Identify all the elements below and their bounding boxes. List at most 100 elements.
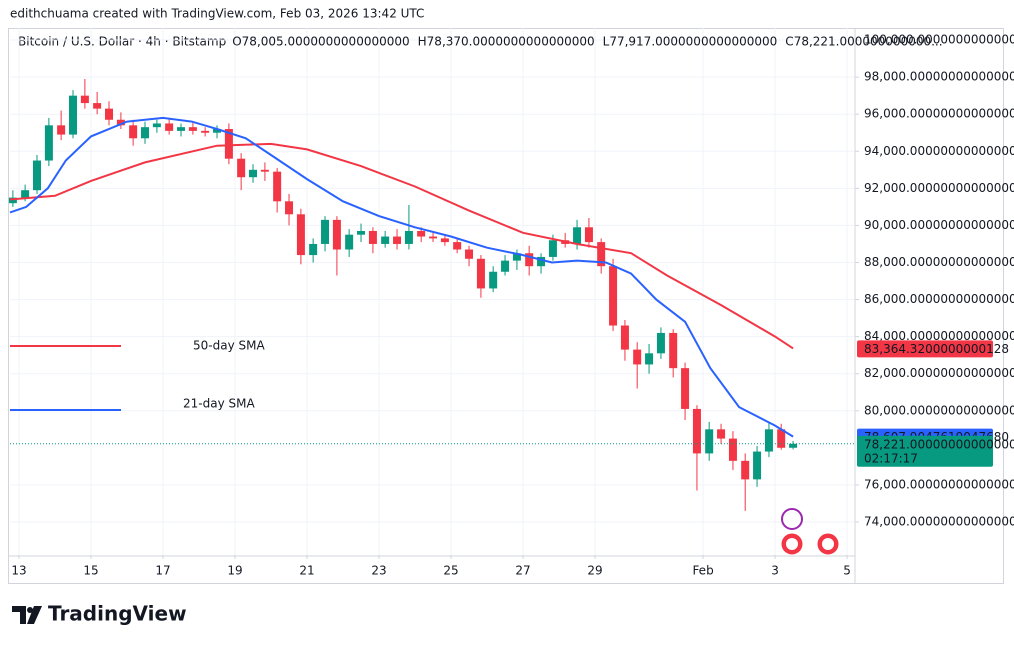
candle-body xyxy=(368,230,377,244)
y-tick-label: 80,000.0000000000000000 xyxy=(864,403,1014,417)
candle-body xyxy=(44,125,53,161)
y-tick-label: 74,000.0000000000000000 xyxy=(864,515,1014,529)
last-price-tag xyxy=(857,435,993,467)
candle-body xyxy=(476,258,485,289)
x-tick-label: 23 xyxy=(371,564,386,578)
ohlc-key: C xyxy=(785,35,793,49)
candle-body xyxy=(525,253,534,267)
candle-body xyxy=(789,443,798,448)
candle-body xyxy=(537,256,546,267)
x-tick-label: 25 xyxy=(443,564,458,578)
frame xyxy=(8,28,1004,584)
symbol-title: Bitcoin / U.S. Dollar · 4h · Bitstamp xyxy=(18,35,226,49)
ohlc-value: 77,917.0000000000000000 xyxy=(609,35,777,49)
candle-body xyxy=(321,219,330,244)
candle-body xyxy=(345,234,354,250)
candle-body xyxy=(728,438,737,461)
y-tick-label: 94,000.0000000000000000 xyxy=(864,144,1014,158)
candle-body xyxy=(597,242,606,267)
x-tick-label: 29 xyxy=(587,564,602,578)
candle-body xyxy=(249,169,258,178)
candle-body xyxy=(717,429,726,439)
candle-body xyxy=(237,158,246,178)
candle-body xyxy=(548,240,557,257)
candle-body xyxy=(21,190,30,198)
candle-body xyxy=(105,108,114,120)
candle-body xyxy=(33,160,42,191)
candle-body xyxy=(656,332,665,354)
y-tick-label: 76,000.0000000000000000 xyxy=(864,477,1014,491)
candle-body xyxy=(177,127,186,131)
candle-body xyxy=(357,230,366,235)
candle-body xyxy=(381,236,390,244)
candle-body xyxy=(584,227,593,243)
candle-body xyxy=(429,236,438,239)
candle-body xyxy=(69,95,78,135)
candle-body xyxy=(609,266,618,326)
ohlc-key: L xyxy=(603,35,610,49)
y-tick-label: 90,000.0000000000000000 xyxy=(864,218,1014,232)
legend-label: 21-day SMA xyxy=(183,397,255,411)
x-tick-label: Feb xyxy=(692,564,713,578)
candles xyxy=(8,78,798,511)
candle-body xyxy=(645,353,654,365)
grid xyxy=(10,28,855,555)
y-tick-label: 92,000.0000000000000000 xyxy=(864,181,1014,195)
y-tick-label: 98,000.0000000000000000 xyxy=(864,70,1014,84)
candle-body xyxy=(777,429,786,448)
candle-body xyxy=(753,451,762,480)
candle-body xyxy=(93,103,102,109)
ohlc-value: 78,221.000000000000... xyxy=(794,35,943,49)
candle-body xyxy=(273,171,282,202)
x-tick-label: 19 xyxy=(227,564,242,578)
ohlc-value: 78,370.0000000000000000 xyxy=(427,35,595,49)
credit: edithchuama created with TradingView.com… xyxy=(10,7,424,21)
candle-body xyxy=(573,227,582,244)
countdown: 02:17:17 xyxy=(864,451,918,465)
candle-body xyxy=(669,332,678,369)
y-tick-label: 84,000.0000000000000000 xyxy=(864,329,1014,343)
x-tick-label: 3 xyxy=(771,564,779,578)
ohlc-key: O xyxy=(232,35,241,49)
candle-body xyxy=(80,95,89,104)
candle-body xyxy=(633,349,642,365)
candle-body xyxy=(224,129,233,159)
candle-body xyxy=(8,197,17,204)
candle-body xyxy=(741,460,750,480)
candle-body xyxy=(309,243,318,256)
brand: TradingView xyxy=(48,602,187,626)
price-tag xyxy=(857,340,993,358)
ohlc-key: H xyxy=(418,35,427,49)
candle-body xyxy=(188,127,197,131)
x-tick-label: 13 xyxy=(11,564,26,578)
candle-body xyxy=(57,125,66,135)
sma-line xyxy=(9,142,794,350)
x-tick-label: 27 xyxy=(515,564,530,578)
x-tick-label: 21 xyxy=(299,564,314,578)
y-tick-label: 82,000.0000000000000000 xyxy=(864,366,1014,380)
candle-body xyxy=(296,214,305,256)
candle-body xyxy=(465,249,474,259)
y-tick-label: 86,000.0000000000000000 xyxy=(864,292,1014,306)
sma-line xyxy=(9,116,794,438)
event-icons xyxy=(781,508,839,555)
candle-body xyxy=(489,271,498,289)
candle-body xyxy=(764,429,773,452)
candle-body xyxy=(213,129,222,133)
y-tick-label: 96,000.0000000000000000 xyxy=(864,107,1014,121)
ohlc-value: 78,005.0000000000000000 xyxy=(242,35,410,49)
price-tag-label: 83,364.3200000000128 xyxy=(864,342,1009,356)
candle-body xyxy=(285,201,294,215)
candle-body xyxy=(440,238,449,243)
candle-body xyxy=(681,368,690,409)
candle-body xyxy=(129,125,138,139)
candle-body xyxy=(453,242,462,250)
x-tick-label: 5 xyxy=(843,564,851,578)
x-tick-label: 15 xyxy=(83,564,98,578)
candle-body xyxy=(141,127,150,139)
candle-body xyxy=(201,130,210,133)
candle-body xyxy=(260,169,269,172)
candle-body xyxy=(692,408,701,454)
y-tick-label: 88,000.0000000000000000 xyxy=(864,255,1014,269)
